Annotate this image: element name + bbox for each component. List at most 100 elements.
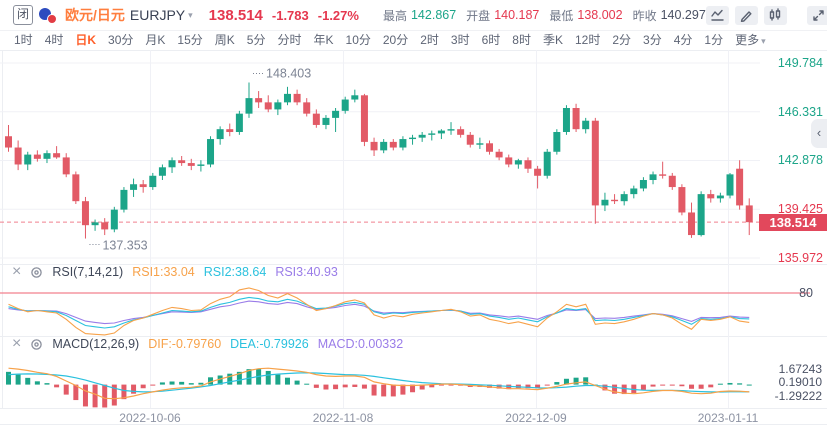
candle-body: [149, 175, 157, 188]
chevron-down-icon[interactable]: ▾: [188, 9, 193, 20]
candle-body: [53, 153, 61, 158]
candle-body: [130, 184, 138, 190]
macd-histogram-bar: [621, 384, 627, 395]
timeframe-6h[interactable]: 6时: [481, 33, 501, 47]
macd-histogram-bar: [342, 384, 348, 388]
timeframe-4h[interactable]: 4时: [44, 33, 64, 47]
macd-histogram-bar: [63, 384, 69, 395]
timeframe-20m[interactable]: 20分: [382, 33, 409, 47]
candlestick-style-icon[interactable]: [763, 5, 787, 25]
macd-histogram-bar: [246, 369, 252, 385]
candle-body: [207, 139, 215, 165]
candle-body: [187, 163, 195, 166]
candle-body: [697, 194, 705, 236]
macd-histogram-bar: [535, 384, 541, 389]
candle-body: [360, 95, 368, 142]
macd-histogram-bar: [111, 384, 117, 406]
timeframe-3m[interactable]: 3分: [643, 33, 662, 47]
macd-histogram-bar: [294, 380, 300, 385]
timeframe-quarterly[interactable]: 季K: [542, 33, 563, 47]
timeframe-yearly[interactable]: 年K: [313, 33, 334, 47]
macd-histogram-bar: [92, 384, 98, 408]
timeframe-30m[interactable]: 30分: [108, 33, 134, 47]
macd-histogram-bar: [304, 383, 310, 385]
macd-histogram-bar: [275, 374, 281, 385]
candle-body: [601, 199, 609, 206]
daily-stats: 最高 142.867 开盘 140.187 最低 138.002 昨收 140.…: [373, 7, 706, 24]
candle-body: [611, 199, 619, 202]
macd-dea-value: DEA:-0.79926: [230, 337, 309, 351]
stat-label-high: 最高: [382, 8, 407, 23]
fullscreen-expand-icon[interactable]: [806, 5, 827, 25]
rsi-close-icon[interactable]: ×: [12, 263, 22, 280]
candle-body: [312, 113, 320, 125]
candle-body: [120, 189, 128, 210]
macd-histogram-bar: [217, 375, 223, 385]
candle-body: [572, 108, 580, 130]
collapse-panel-chevron[interactable]: ‹: [811, 119, 827, 148]
candle-body: [486, 143, 493, 152]
macd-histogram-bar: [159, 382, 165, 385]
macd-histogram-bar: [150, 384, 156, 386]
macd-histogram-bar: [727, 382, 733, 385]
pair-name-chinese: 欧元/日元: [65, 7, 125, 23]
macd-histogram-bar: [717, 383, 723, 385]
candle-body: [668, 175, 676, 188]
candle-body: [322, 117, 330, 125]
macd-histogram-bar: [612, 384, 618, 394]
timeframe-5m[interactable]: 5分: [246, 33, 266, 47]
timeframe-8h[interactable]: 8时: [512, 33, 531, 47]
candle-body: [399, 139, 407, 148]
timeframe-10m[interactable]: 10分: [345, 33, 371, 47]
rsi-settings-icon[interactable]: [30, 266, 43, 279]
macd-close-icon[interactable]: ×: [12, 335, 22, 352]
timeframe-weekly[interactable]: 周K: [214, 33, 235, 47]
draw-pencil-icon[interactable]: [734, 5, 758, 25]
timeframe-2h[interactable]: 2时: [420, 33, 439, 47]
timeframe-1h[interactable]: 1时: [14, 33, 33, 47]
macd-settings-icon[interactable]: [30, 338, 43, 351]
timeframe-2m[interactable]: 2分: [612, 33, 632, 47]
macd-histogram-bar: [583, 377, 589, 385]
macd-histogram-bar: [208, 377, 214, 385]
pair-code-dropdown[interactable]: EURJPY: [129, 7, 186, 23]
timeframe-tick[interactable]: 分时: [277, 33, 302, 47]
macd-histogram-bar: [371, 384, 377, 396]
timeframe-4m[interactable]: 4分: [673, 33, 693, 47]
price-tick-label: 139.425: [777, 202, 823, 216]
candle-body: [91, 222, 99, 226]
close-window-button[interactable]: 闭: [13, 5, 33, 25]
macd-histogram-bar: [669, 384, 675, 386]
candle-body: [110, 209, 118, 230]
candle-body: [341, 99, 349, 111]
candle-body: [457, 129, 465, 135]
macd-histogram-bar: [390, 384, 396, 397]
macd-scale-label: 0.19010: [778, 375, 822, 389]
stat-value-open: 140.187: [494, 8, 540, 22]
macd-histogram-bar: [284, 377, 290, 385]
current-price-badge: 138.514: [759, 214, 827, 231]
chevron-down-icon: ▾: [761, 36, 766, 46]
timeframe-monthly[interactable]: 月K: [145, 33, 166, 47]
macd-histogram-bar: [746, 384, 752, 386]
more-timeframes-button[interactable]: 更多 ▾: [735, 31, 766, 48]
timeframe-3h[interactable]: 3时: [450, 33, 470, 47]
candle-body: [678, 187, 686, 213]
candle-body: [591, 120, 599, 206]
macd-histogram-bar: [102, 384, 108, 408]
candle-body: [303, 102, 311, 114]
chart-toolbar: [705, 5, 827, 25]
timeframe-12h[interactable]: 12时: [575, 33, 601, 47]
timeframe-15m[interactable]: 15分: [177, 33, 203, 47]
rsi1-line: [8, 287, 750, 336]
timeframe-daily[interactable]: 日K: [75, 33, 97, 47]
macd-histogram-bar: [323, 384, 329, 390]
candle-body: [476, 143, 484, 145]
macd-histogram-bar: [140, 384, 146, 389]
candle-body: [620, 194, 628, 202]
jp-flag-icon: [47, 14, 57, 24]
trend-line-icon[interactable]: [705, 5, 729, 25]
candle-body: [226, 129, 234, 133]
timeframe-1m[interactable]: 1分: [704, 33, 724, 47]
